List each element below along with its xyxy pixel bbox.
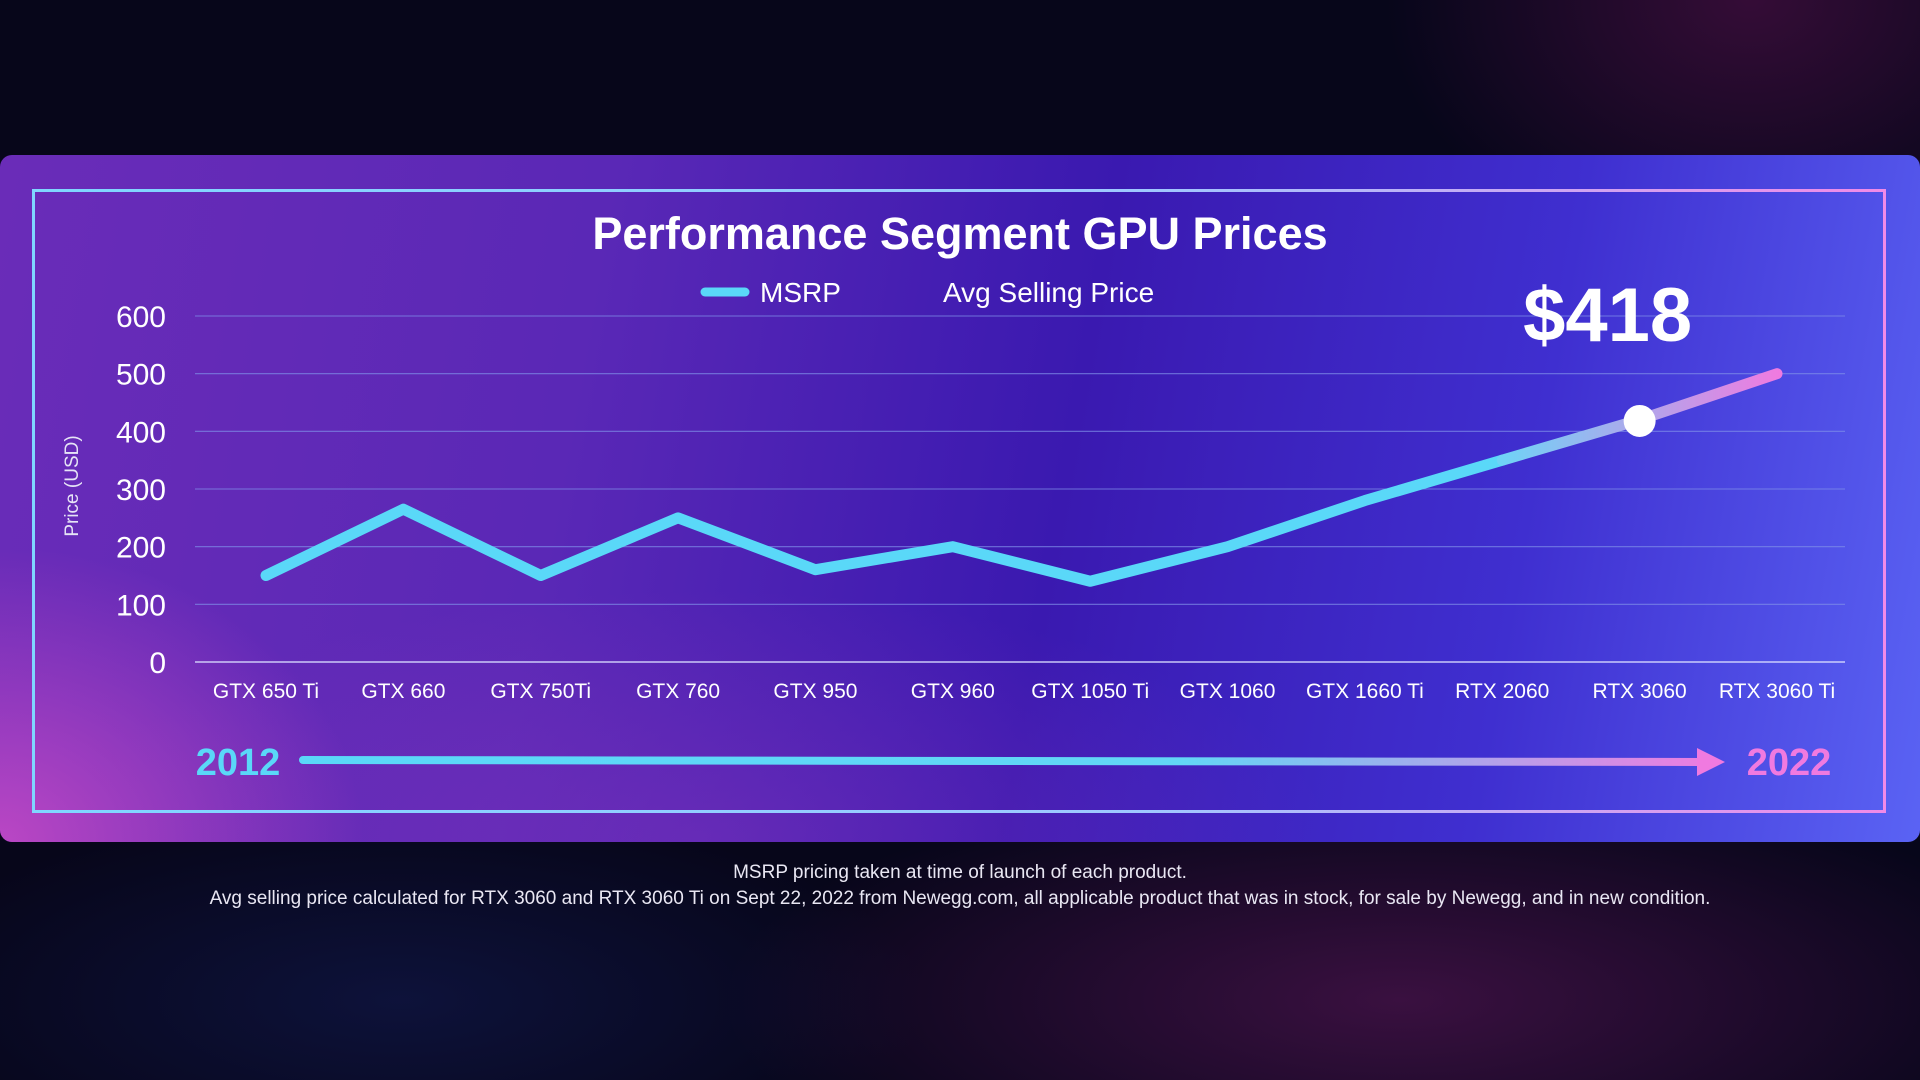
x-tick-label: RTX 2060: [1455, 680, 1549, 703]
x-tick-label: GTX 1060: [1180, 680, 1276, 703]
timeline-start-year: 2012: [196, 742, 281, 784]
x-tick-label: GTX 750Ti: [490, 680, 591, 703]
asp-point-rtx-3060: [1623, 404, 1656, 437]
x-tick-label: GTX 960: [911, 680, 995, 703]
msrp-line: [260, 454, 1508, 587]
legend-label-asp: Avg Selling Price: [943, 277, 1154, 308]
x-axis-ticks: GTX 650 Ti GTX 660 GTX 750Ti GTX 760 GTX 950…: [213, 680, 1835, 703]
y-tick-label: 300: [116, 474, 166, 507]
data-points: [1623, 404, 1656, 437]
x-tick-label: GTX 950: [773, 680, 857, 703]
y-tick-label: 100: [116, 589, 166, 622]
y-tick-label: 500: [116, 359, 166, 392]
x-tick-label: RTX 3060 Ti: [1719, 680, 1835, 703]
series-lines: [260, 368, 1783, 587]
annotation-label: $418: [1523, 273, 1692, 358]
x-tick-label: GTX 650 Ti: [213, 680, 319, 703]
chart-title: Performance Segment GPU Prices: [592, 208, 1327, 259]
footnote-msrp: MSRP pricing taken at time of launch of …: [733, 862, 1187, 883]
y-tick-label: 400: [116, 416, 166, 449]
timeline-arrow-head: [1697, 748, 1725, 776]
legend-label-msrp: MSRP: [760, 277, 841, 308]
chart-panel: [0, 155, 1920, 842]
x-tick-label: GTX 760: [636, 680, 720, 703]
y-tick-label: 600: [116, 301, 166, 334]
chart-frame: [32, 189, 1886, 813]
x-tick-label: GTX 660: [361, 680, 445, 703]
y-axis-label: Price (USD): [62, 435, 83, 536]
timeline-end-year: 2022: [1747, 742, 1832, 784]
x-tick-label: GTX 1050 Ti: [1031, 680, 1149, 703]
x-tick-label: RTX 3060: [1593, 680, 1687, 703]
timeline-arrow-line: [299, 756, 1706, 766]
y-axis-ticks: 0 100 200 300 400 500 600: [116, 301, 166, 680]
x-tick-label: GTX 1660 Ti: [1306, 680, 1424, 703]
footnote-asp: Avg selling price calculated for RTX 306…: [209, 888, 1711, 909]
timeline: 2012 2022: [196, 742, 1832, 784]
y-tick-label: 0: [149, 647, 166, 680]
annotation: $418: [1523, 273, 1692, 358]
y-tick-label: 200: [116, 532, 166, 565]
grid: [195, 315, 1845, 663]
legend: MSRP Avg Selling Price: [700, 277, 1154, 308]
